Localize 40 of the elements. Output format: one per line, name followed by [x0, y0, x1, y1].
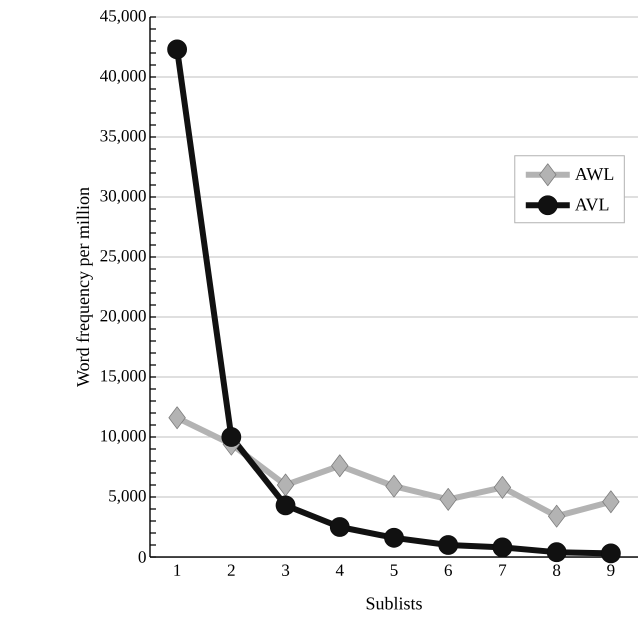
x-tick-label: 7	[499, 564, 506, 576]
point	[330, 517, 350, 537]
y-tick-label: 5,000	[109, 490, 146, 504]
x-tick-label: 4	[336, 564, 344, 576]
legend-label: AWL	[574, 168, 614, 180]
point	[492, 537, 512, 558]
point	[384, 528, 404, 548]
y-tick-label: 35,000	[100, 130, 146, 144]
y-tick-label: 25,000	[100, 250, 146, 264]
y-tick-label: 40,000	[100, 70, 146, 84]
point	[276, 474, 294, 496]
point	[548, 504, 566, 528]
x-tick-label: 1	[174, 564, 180, 576]
x-tick-label: 6	[444, 564, 452, 576]
y-tick-label: 30,000	[100, 190, 146, 204]
x-tick-label: 9	[607, 564, 614, 576]
x-axis-title: Sublists	[366, 596, 422, 610]
point	[440, 488, 457, 511]
x-tick-label: 5	[390, 564, 398, 576]
point	[385, 474, 403, 498]
y-axis-title: Word frequency per million	[76, 187, 93, 387]
point	[602, 490, 620, 514]
point	[331, 454, 348, 478]
point	[276, 495, 296, 516]
y-tick-label: 15,000	[101, 370, 146, 384]
point	[168, 406, 186, 430]
x-tick-label: 2	[228, 564, 235, 576]
point	[546, 542, 567, 562]
y-tick-label: 20,000	[100, 310, 146, 324]
y-tick-label: 0	[138, 551, 146, 563]
y-tick-label: 45,000	[100, 10, 146, 24]
point	[600, 544, 621, 564]
x-tick-label: 8	[553, 564, 560, 576]
point	[438, 535, 458, 555]
point	[494, 476, 512, 499]
point	[221, 427, 242, 447]
x-tick-label: 3	[282, 564, 290, 576]
point	[167, 40, 188, 60]
y-tick-label: 10,000	[101, 430, 146, 444]
legend-label: AVL	[574, 198, 608, 211]
